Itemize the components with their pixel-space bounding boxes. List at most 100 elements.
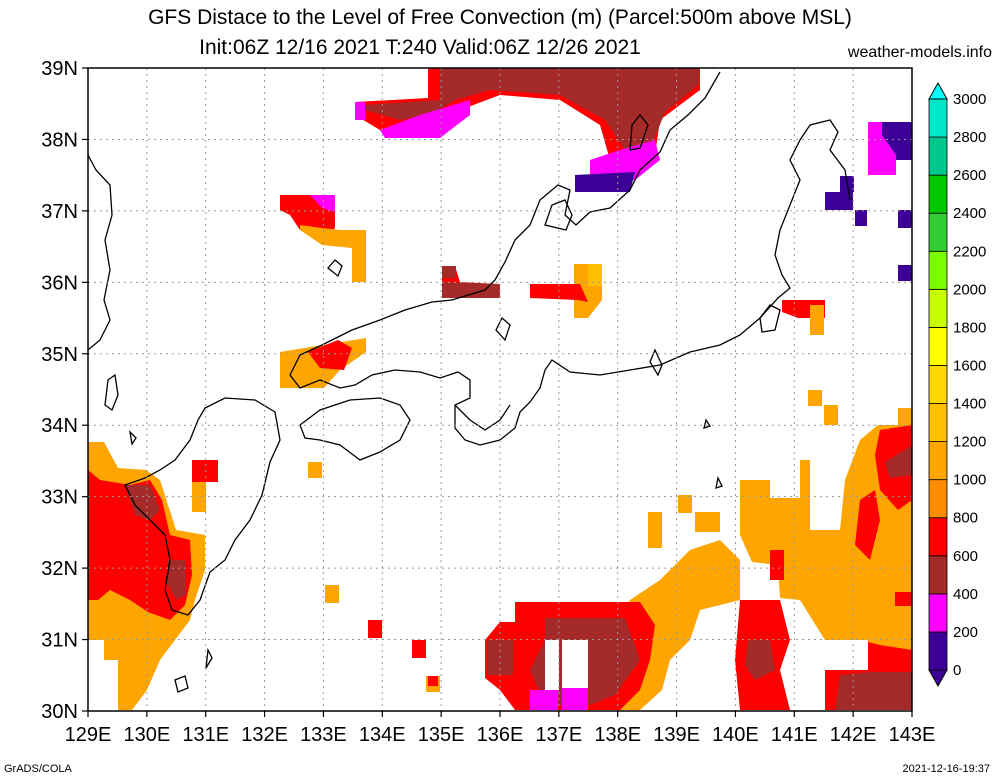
colorbar-swatch <box>928 365 948 404</box>
field-c3b <box>442 266 456 278</box>
map-title: GFS Distace to the Level of Free Convect… <box>148 6 852 29</box>
field-se-red2 <box>855 490 880 560</box>
small-isle-1 <box>129 430 137 446</box>
field-se-brown2 <box>745 640 775 680</box>
colorbar-label: 800 <box>953 510 978 527</box>
tsushima <box>104 373 119 412</box>
map-subtitle: Init:06Z 12/16 2021 T:240 Valid:06Z 12/2… <box>199 36 641 59</box>
footer-timestamp: 2021-12-16-19:37 <box>902 763 990 775</box>
colorbar-label: 2000 <box>953 281 986 298</box>
colorbar-label: 1000 <box>953 472 986 489</box>
colorbar-label: 600 <box>953 548 978 565</box>
x-tick-label: 143E <box>889 724 936 746</box>
field-c1-mag <box>310 195 335 212</box>
izu-isle-2 <box>715 476 723 489</box>
colorbar: 0 200 400 600 800 1000 1200 1400 1600 1800 2000 220… <box>928 81 986 688</box>
colorbar-label: 400 <box>953 586 978 603</box>
colorbar-label: 2600 <box>953 167 986 184</box>
x-tick-label: 129E <box>65 724 112 746</box>
y-axis: 30N 31N 32N 33N 34N 35N 36N 37N 38N 39N <box>41 58 88 723</box>
y-tick-label: 31N <box>41 630 78 652</box>
honshu-coast <box>289 71 851 446</box>
colorbar-label: 200 <box>953 624 978 641</box>
kyushu-coast <box>124 397 281 616</box>
oki-island <box>327 259 343 278</box>
field-n-brown <box>365 68 700 150</box>
colorbar-swatch <box>928 174 948 214</box>
field-c2-red <box>308 340 352 370</box>
x-tick-label: 134E <box>359 724 406 746</box>
y-tick-label: 38N <box>41 129 78 151</box>
colorbar-swatch <box>928 593 948 633</box>
lake-biwa <box>495 316 511 342</box>
x-tick-label: 141E <box>771 724 818 746</box>
colorbar-swatch <box>928 517 948 557</box>
field-se-brown3 <box>835 672 912 710</box>
colorbar-label: 2800 <box>953 129 986 146</box>
field-ne-purple2 <box>825 192 853 210</box>
field-se-brown <box>885 445 912 478</box>
x-tick-label: 130E <box>123 724 170 746</box>
colorbar-swatch <box>928 136 948 176</box>
credit-text: weather-models.info <box>847 44 992 61</box>
sado-island <box>629 113 649 151</box>
colorbar-label: 2400 <box>953 205 986 222</box>
field-se-orange <box>740 408 912 710</box>
colorbar-swatch <box>928 403 948 442</box>
small-isle-3 <box>205 647 213 669</box>
colorbar-swatch <box>928 250 948 290</box>
izu-peninsula <box>649 348 663 377</box>
coastlines <box>87 71 851 693</box>
x-tick-label: 132E <box>241 724 288 746</box>
x-tick-label: 139E <box>653 724 700 746</box>
colorbar-swatch <box>928 441 948 481</box>
x-tick-label: 140E <box>712 724 759 746</box>
field-sw-brown2 <box>168 560 186 600</box>
x-tick-label: 135E <box>418 724 465 746</box>
y-tick-label: 34N <box>41 415 78 437</box>
y-tick-label: 39N <box>41 58 78 80</box>
colorbar-swatch <box>928 288 948 328</box>
colorbar-label: 1800 <box>953 319 986 336</box>
colorbar-label: 1600 <box>953 357 986 374</box>
colorbar-swatch <box>928 98 948 138</box>
colorbar-label: 2200 <box>953 243 986 260</box>
boso-peninsula <box>759 304 781 333</box>
colorbar-swatch <box>928 326 948 366</box>
colorbar-swatch <box>928 212 948 252</box>
y-tick-label: 32N <box>41 558 78 580</box>
colorbar-low-arrow <box>928 669 948 688</box>
colorbar-label: 0 <box>953 662 961 679</box>
colorbar-swatch <box>928 555 948 595</box>
colorbar-label: 1400 <box>953 396 986 413</box>
field-sw-brown <box>125 485 160 520</box>
noto-peninsula <box>544 199 573 231</box>
footer-left: GrADS/COLA <box>4 763 72 775</box>
x-axis: 129E 130E 131E 132E 133E 134E 135E 136E 137E 138E… <box>65 711 936 746</box>
field-sw-strip-red <box>192 460 218 482</box>
y-tick-label: 36N <box>41 272 78 294</box>
colorbar-swatch <box>928 631 948 671</box>
colorbar-label: 1200 <box>953 434 986 451</box>
x-tick-label: 138E <box>594 724 641 746</box>
small-isle-2 <box>174 675 189 693</box>
x-tick-label: 137E <box>535 724 582 746</box>
field-c4-yellow <box>588 264 602 286</box>
field-n-magenta <box>380 100 470 138</box>
y-tick-label: 30N <box>41 701 78 723</box>
y-tick-label: 35N <box>41 344 78 366</box>
x-tick-label: 142E <box>830 724 877 746</box>
field-ne-mag <box>868 122 896 175</box>
x-tick-label: 131E <box>182 724 229 746</box>
korea-coast <box>87 154 113 351</box>
izu-isle-1 <box>703 418 712 429</box>
field-n-mag-edge <box>355 102 365 120</box>
gridlines <box>88 68 912 711</box>
field-n-magenta2 <box>590 140 660 182</box>
field-c3-brown <box>442 282 500 298</box>
kii-coast <box>454 404 511 431</box>
x-tick-label: 133E <box>300 724 347 746</box>
colorbar-label: 3000 <box>953 91 986 108</box>
field-c4-red <box>530 284 588 302</box>
